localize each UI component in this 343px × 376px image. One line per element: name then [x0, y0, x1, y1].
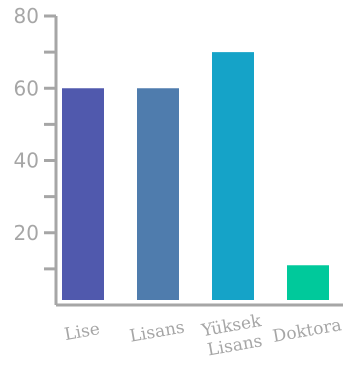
y-tick-label: 20 [14, 221, 39, 245]
x-labels-group: Lise Lisans YüksekLisans Doktora [63, 311, 343, 361]
x-tick-label: Lisans [128, 317, 186, 346]
x-tick-label-text: Lisans [128, 317, 186, 346]
x-tick-label-text: Doktora [271, 315, 343, 347]
bars-group [62, 52, 329, 300]
bar-doktora [287, 265, 329, 300]
x-tick-label: Doktora [271, 315, 343, 347]
y-tick-label: 60 [14, 76, 39, 100]
x-tick-label: Lise [63, 319, 101, 345]
bar-yüksek-lisans [212, 52, 254, 300]
x-tick-label-text: YüksekLisans [199, 311, 267, 361]
x-tick-label-line: Lise [63, 319, 101, 345]
x-tick-label-line: Lisans [128, 317, 186, 346]
x-tick-label: YüksekLisans [199, 311, 267, 361]
x-tick-label-text: Lise [63, 319, 101, 345]
bar-lisans [137, 88, 179, 300]
x-tick-label-line: Doktora [271, 315, 343, 347]
y-ticks-group: 20 40 60 80 [14, 4, 56, 271]
y-tick-label: 40 [14, 149, 39, 173]
bar-lise [62, 88, 104, 300]
y-tick-label: 80 [14, 4, 39, 28]
